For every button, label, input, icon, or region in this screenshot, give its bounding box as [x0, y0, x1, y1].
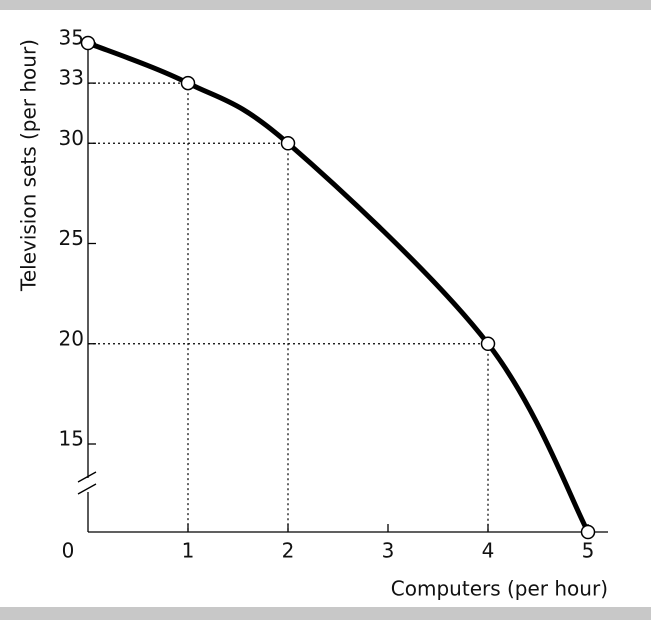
y-tick-label: 33	[59, 66, 84, 90]
point	[480, 336, 496, 351]
point	[180, 75, 196, 91]
y-tick-label: 30	[59, 126, 84, 150]
point	[580, 524, 596, 540]
x-tick-label: 5	[582, 539, 595, 563]
y-tick-label: 35	[59, 26, 84, 50]
y-axis-label: Television sets (per hour)	[17, 39, 41, 292]
top-bar	[0, 0, 651, 10]
point	[80, 35, 96, 51]
x-axis-label: Computers (per hour)	[391, 577, 608, 601]
axis-break	[77, 471, 97, 483]
y-tick-label: 20	[59, 326, 84, 350]
x-tick-label: 4	[482, 539, 495, 563]
curve	[87, 40, 591, 534]
y-tick-label: 25	[59, 226, 84, 250]
y-tick-label: 15	[59, 427, 84, 451]
x-tick-label: 0	[62, 539, 75, 563]
bottom-bar	[0, 607, 651, 620]
x-tick-label: 1	[182, 539, 195, 563]
point	[280, 136, 296, 151]
x-tick-label: 2	[282, 539, 295, 563]
axis-break	[77, 483, 97, 495]
x-tick-label: 3	[382, 539, 395, 563]
